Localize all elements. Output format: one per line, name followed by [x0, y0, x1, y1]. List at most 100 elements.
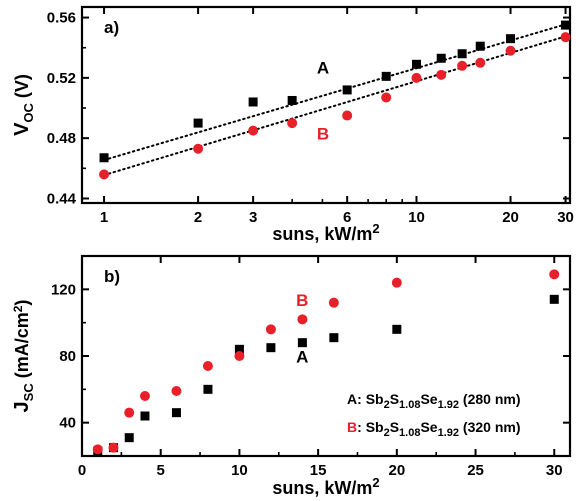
- formula-subscript: 1.08: [399, 427, 420, 439]
- fit-line-b: [103, 35, 567, 177]
- series-label-b: B: [296, 291, 308, 310]
- data-points-a: [99, 20, 571, 180]
- data-point-b: [475, 57, 486, 68]
- formula-subscript: 1.08: [399, 399, 420, 411]
- fit-lines-a: [103, 23, 567, 177]
- data-point-b: [297, 314, 308, 325]
- x-axis-title-a: suns, kW/m2: [272, 221, 379, 244]
- data-point-b: [328, 297, 339, 308]
- x-tick-label: 20: [502, 209, 519, 226]
- y-axis-title-b-sup: 2: [11, 305, 25, 312]
- formula-element: S: [390, 391, 399, 407]
- data-point-b: [193, 143, 204, 154]
- formula-subscript: 1.92: [438, 399, 459, 411]
- legend-thickness: (280 nm): [459, 391, 520, 407]
- data-point-a: [99, 153, 109, 163]
- data-point-b: [457, 60, 468, 71]
- y-axis-title-a-sub: OC: [21, 102, 36, 122]
- y-tick-label: 80: [59, 348, 76, 365]
- y-tick-label: 0.56: [47, 10, 76, 27]
- legend-colon: :: [357, 419, 366, 435]
- data-point-a: [248, 97, 258, 107]
- fit-line-a: [103, 23, 567, 162]
- y-axis-title-b: JSC (mA/cm2): [11, 300, 36, 413]
- data-point-b: [92, 444, 103, 455]
- data-point-b: [202, 361, 213, 371]
- data-point-b: [171, 386, 182, 396]
- data-point-a: [329, 333, 339, 343]
- x-tick-label: 10: [231, 462, 248, 479]
- x-ticks-a: 1 2 3 6 10 20 30: [100, 7, 574, 226]
- y-ticks-a: 0.44 0.48 0.52 0.56: [47, 10, 570, 207]
- y-axis-title-a-tail: (V): [12, 74, 32, 103]
- legend-key: A: [347, 391, 357, 407]
- x-tick-label: 2: [194, 209, 202, 226]
- panel-label-b: b): [104, 267, 120, 286]
- data-point-a: [392, 324, 402, 334]
- data-point-a: [475, 41, 485, 51]
- data-point-a: [287, 95, 297, 105]
- plot-frame-a: [80, 5, 572, 205]
- y-tick-label: 120: [51, 281, 76, 298]
- data-point-a: [411, 59, 421, 69]
- x-tick-label: 30: [546, 462, 563, 479]
- x-tick-label: 0: [78, 462, 86, 479]
- legend-entry-a: A: Sb2S1.08Se1.92 (280 nm): [347, 391, 520, 411]
- formula-element: Se: [420, 419, 437, 435]
- data-point-a: [234, 344, 244, 354]
- data-point-b: [342, 110, 353, 121]
- data-point-b: [391, 277, 402, 288]
- data-point-b: [248, 125, 259, 136]
- x-tick-label: 6: [343, 209, 351, 226]
- data-point-b: [124, 407, 135, 418]
- data-point-a: [561, 20, 571, 30]
- x-tick-label: 20: [388, 462, 405, 479]
- data-point-b: [411, 72, 422, 83]
- formula-element: S: [390, 419, 399, 435]
- series-label-a: A: [317, 58, 329, 77]
- legend-thickness: (320 nm): [459, 419, 520, 435]
- formula-element: Sb: [366, 391, 384, 407]
- data-point-b: [436, 69, 447, 80]
- x-axis-title-b: suns, kW/m2: [272, 475, 379, 498]
- x-axis-title-a-base: suns, kW/m: [272, 224, 372, 244]
- data-point-b: [381, 92, 392, 103]
- y-tick-label: 0.44: [47, 190, 77, 207]
- data-point-b: [549, 269, 560, 280]
- data-point-a: [436, 53, 446, 63]
- panel-label-a: a): [104, 18, 119, 37]
- data-point-a: [506, 34, 516, 44]
- y-axis-title-b-end: ): [12, 300, 32, 306]
- data-point-a: [549, 294, 559, 304]
- x-ticks-b: 0 5 10 15 20 25 30: [78, 256, 563, 479]
- series-labels-b: BA: [296, 291, 308, 367]
- x-axis-title-b-sup: 2: [372, 475, 379, 490]
- data-point-a: [342, 85, 352, 95]
- data-point-b: [287, 118, 298, 129]
- series-labels-a: AB: [317, 58, 329, 143]
- formula-element: Sb: [366, 419, 384, 435]
- data-point-a: [171, 408, 181, 418]
- data-points-b: [92, 269, 560, 456]
- y-ticks-b: 40 80 120: [51, 281, 570, 432]
- x-tick-label: 1: [100, 209, 108, 226]
- panel-a: a) 1 2 3 6 10 20 30 0.440.480.520.56 AB suns, …: [11, 5, 574, 244]
- data-point-b: [108, 442, 119, 453]
- data-point-b: [234, 351, 245, 361]
- y-axis-title-a-base: V: [11, 122, 33, 136]
- formula-element: Se: [420, 391, 437, 407]
- legend-b: A: Sb2S1.08Se1.92 (280 nm)B: Sb2S1.08Se1…: [347, 391, 520, 439]
- data-point-a: [457, 49, 467, 59]
- series-label-b: B: [317, 125, 329, 144]
- y-axis-title-b-sub: SC: [21, 383, 36, 402]
- x-tick-label: 30: [557, 209, 574, 226]
- formula-subscript: 1.92: [438, 427, 459, 439]
- data-point-b: [139, 391, 150, 401]
- data-point-a: [140, 411, 150, 421]
- data-point-a: [381, 71, 391, 81]
- formula-subscript: 2: [384, 399, 390, 411]
- data-point-a: [203, 384, 213, 394]
- x-tick-label: 5: [157, 462, 165, 479]
